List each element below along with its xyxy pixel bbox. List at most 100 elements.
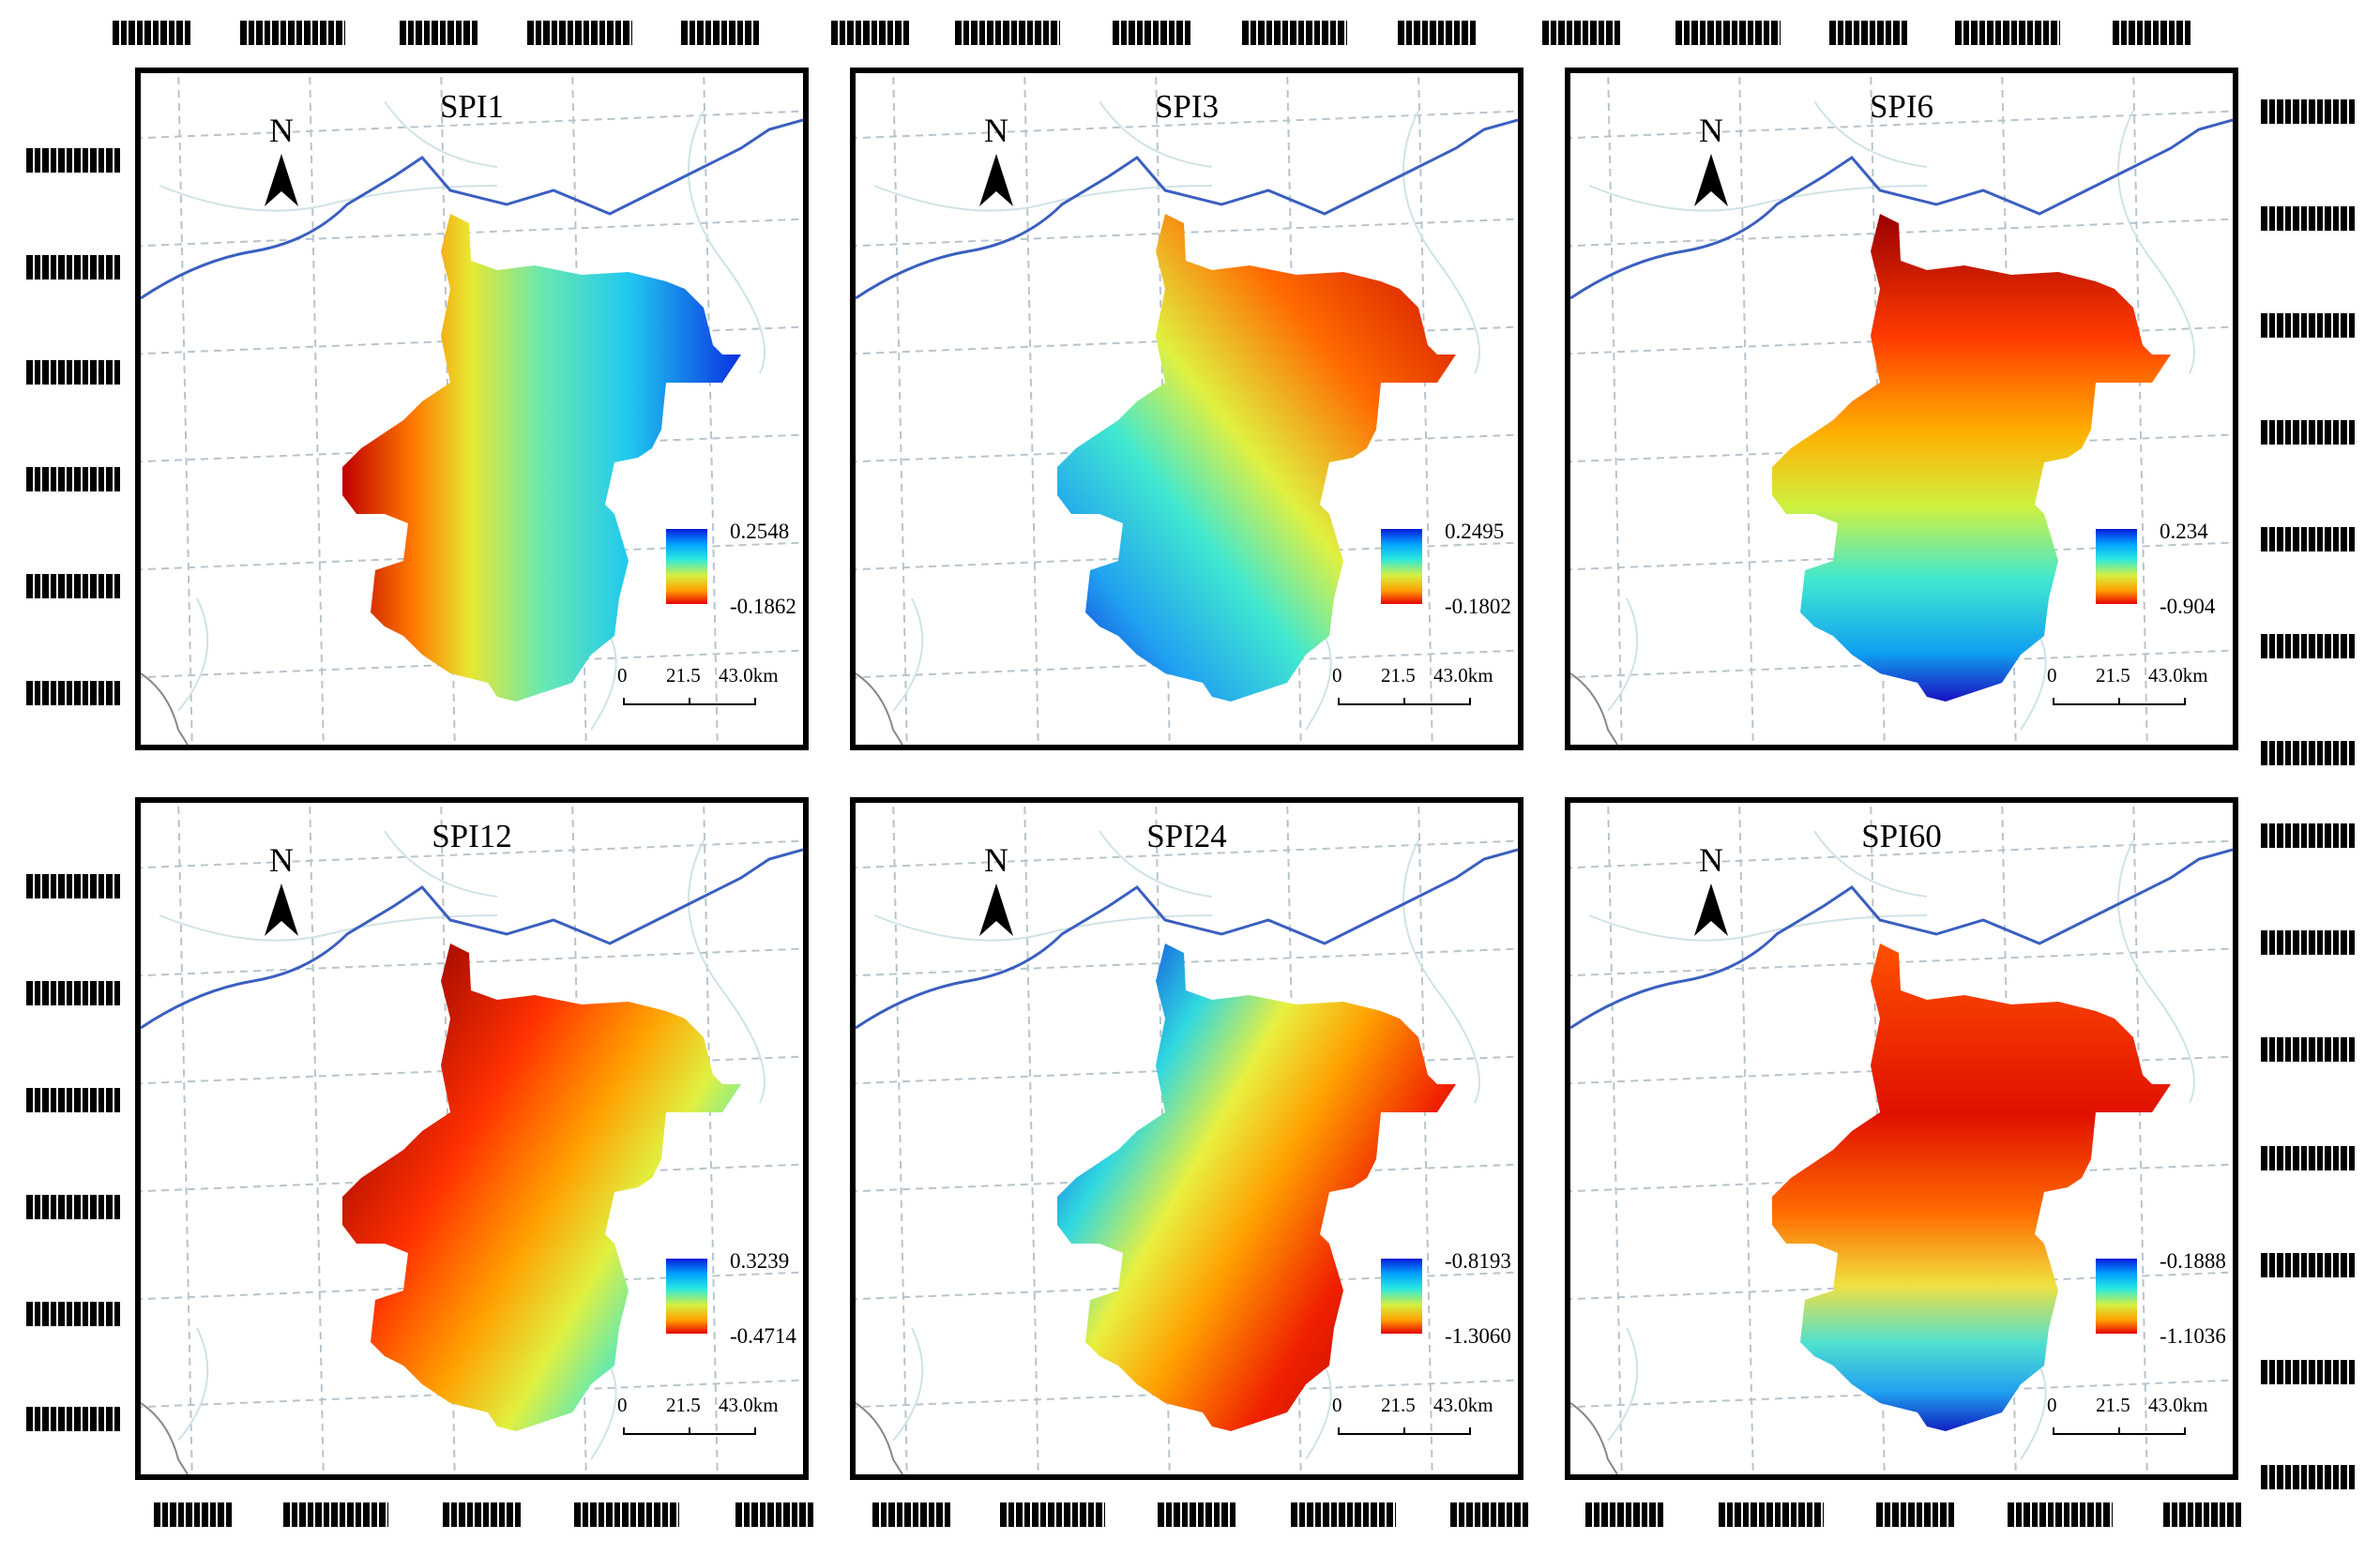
graticule-line	[1607, 73, 1623, 745]
top-tick-label	[240, 21, 345, 45]
legend-min: -0.4714	[730, 1324, 796, 1348]
legend-colorbar	[666, 529, 707, 604]
legend-min: -0.1802	[1445, 595, 1511, 618]
scale-mid-tick	[2118, 1427, 2120, 1435]
tributary-line	[590, 1365, 617, 1460]
right-tick-label	[2261, 420, 2355, 445]
scale-tick-2: 43.0km	[719, 664, 779, 687]
tributary-line	[1607, 597, 1639, 712]
bottom-tick-label	[872, 1502, 951, 1527]
scale-bar: 0 21.5 43.0km	[617, 1394, 803, 1441]
left-tick-label	[26, 255, 120, 279]
right-tick-label	[2261, 99, 2355, 124]
tributary-line	[1813, 100, 1928, 168]
tributary-line	[1099, 100, 1213, 168]
graticule-line	[703, 73, 719, 745]
graticule-line	[703, 803, 719, 1474]
tributary-line	[1099, 830, 1213, 898]
map-canvas	[1570, 803, 2233, 1474]
right-tick-label	[2261, 634, 2355, 658]
legend-min: -1.1036	[2160, 1324, 2226, 1348]
map-canvas	[856, 803, 1518, 1474]
tributary-line	[873, 185, 1213, 212]
top-tick-label	[831, 21, 910, 45]
top-tick-label	[527, 21, 632, 45]
scale-tick-2: 43.0km	[1433, 664, 1493, 687]
tributary-line	[688, 839, 766, 1104]
top-tick-label	[681, 21, 760, 45]
tributary-line	[1588, 185, 1928, 212]
bottom-tick-label	[2163, 1502, 2242, 1527]
tributary-line	[177, 1327, 209, 1442]
bottom-tick-label	[283, 1502, 388, 1527]
map-canvas	[141, 803, 803, 1474]
graticule-line	[309, 73, 325, 745]
admin-boundary-line	[1570, 1402, 1618, 1474]
legend-colorbar	[1381, 529, 1422, 604]
legend-colorbar	[666, 1259, 707, 1334]
north-label: N	[1699, 112, 1723, 149]
main-river-line	[1570, 848, 2233, 1030]
bottom-tick-label	[1719, 1502, 1824, 1527]
scale-tick-0: 0	[2047, 664, 2057, 687]
scale-mid-tick	[1403, 698, 1405, 705]
legend-colorbar	[2096, 1259, 2137, 1334]
right-tick-label	[2261, 1360, 2355, 1384]
left-tick-label	[26, 1407, 120, 1431]
graticule-line	[1738, 803, 1754, 1474]
map-panel: SPI60 N -0.1888 -1.1036 0 21.5 43.0km	[1565, 797, 2238, 1480]
main-river-line	[856, 118, 1518, 300]
admin-boundary-line	[141, 1402, 189, 1474]
north-arrow-icon	[265, 154, 298, 206]
right-tick-label	[2261, 1037, 2355, 1062]
top-tick-label	[1242, 21, 1347, 45]
study-region	[1772, 944, 2171, 1431]
map-panel: SPI12 N 0.3239 -0.4714 0 21.5 43.0km	[135, 797, 809, 1480]
main-river-line	[141, 848, 803, 1030]
tributary-line	[892, 1327, 924, 1442]
north-arrow: N	[253, 840, 310, 944]
left-tick-label	[26, 1088, 120, 1112]
top-tick-label	[1829, 21, 1908, 45]
graticule-line	[309, 803, 325, 1474]
right-tick-label	[2261, 1253, 2355, 1277]
right-tick-label	[2261, 823, 2355, 848]
graticule-line	[2132, 803, 2148, 1474]
panel-title: SPI24	[1146, 818, 1227, 854]
color-legend: 0.2495 -0.1802	[1381, 520, 1518, 618]
legend-max: 0.3239	[730, 1249, 790, 1273]
scale-bar: 0 21.5 43.0km	[2047, 664, 2233, 711]
map-panel: SPI24 N -0.8193 -1.3060 0 21.5 43.0km	[850, 797, 1524, 1480]
bottom-tick-label	[1291, 1502, 1396, 1527]
left-tick-label	[26, 874, 120, 898]
north-label: N	[269, 112, 294, 149]
legend-colorbar	[2096, 529, 2137, 604]
right-tick-label	[2261, 206, 2355, 231]
admin-boundary-line	[856, 672, 903, 745]
scale-mid-tick	[689, 698, 690, 705]
tributary-line	[590, 635, 617, 731]
admin-boundary-line	[1570, 672, 1618, 745]
right-tick-label	[2261, 1465, 2355, 1489]
graticule-line	[1738, 73, 1754, 745]
scale-tick-0: 0	[2047, 1394, 2057, 1416]
scale-tick-1: 21.5	[666, 664, 701, 687]
north-label: N	[269, 841, 294, 879]
study-region	[1772, 214, 2171, 702]
admin-boundary-line	[141, 672, 189, 745]
graticule-line	[1023, 803, 1039, 1474]
tributary-line	[1588, 914, 1928, 942]
study-region	[1057, 944, 1456, 1431]
color-legend: -0.1888 -1.1036	[2096, 1249, 2233, 1348]
top-tick-label	[2113, 21, 2191, 45]
legend-max: -0.1888	[2160, 1249, 2226, 1273]
left-tick-label	[26, 981, 120, 1005]
study-region	[342, 944, 741, 1431]
north-arrow-icon	[1694, 883, 1728, 936]
legend-min: -0.904	[2160, 595, 2216, 618]
north-label: N	[1699, 841, 1723, 879]
tributary-line	[1402, 839, 1480, 1104]
scale-tick-1: 21.5	[1381, 664, 1416, 687]
left-tick-label	[26, 574, 120, 598]
bottom-tick-label	[154, 1502, 233, 1527]
